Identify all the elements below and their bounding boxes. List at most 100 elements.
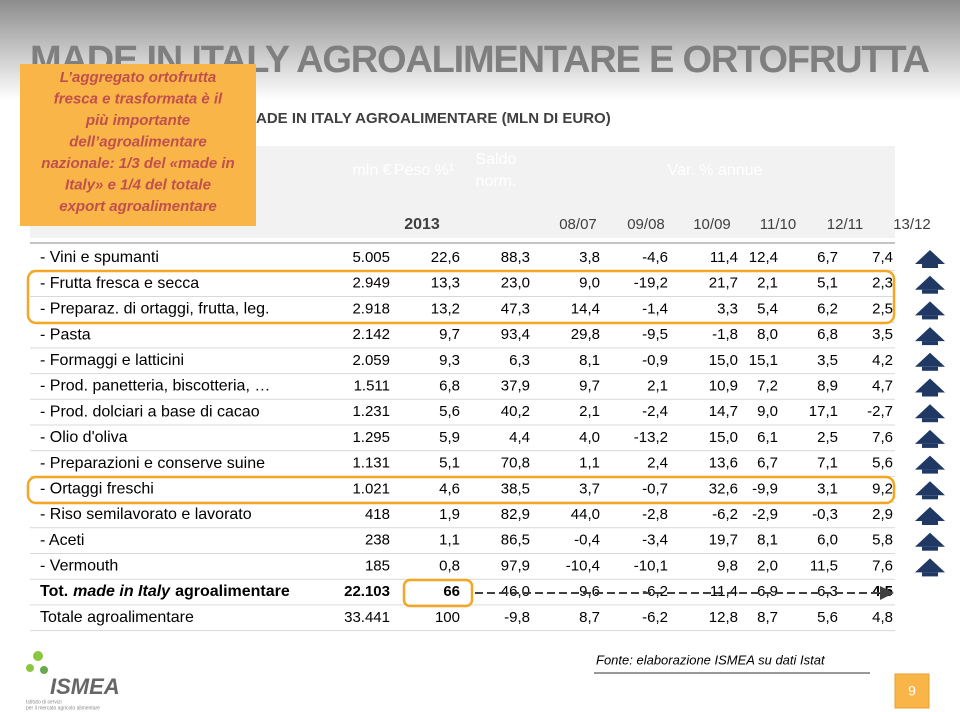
cell: 9,0 xyxy=(757,403,778,420)
cell: 15,1 xyxy=(749,352,778,369)
cell: 4,6 xyxy=(439,480,460,497)
cell: 3,5 xyxy=(817,352,838,369)
cell: 93,4 xyxy=(501,326,530,343)
cell: 0,8 xyxy=(439,557,460,574)
cell: 19,7 xyxy=(709,532,738,549)
cell: 1.021 xyxy=(352,480,390,497)
cell: 13,6 xyxy=(709,455,738,472)
row-label: - Ortaggi freschi xyxy=(40,481,154,498)
trend-icon xyxy=(922,495,938,500)
cell: 9,7 xyxy=(439,326,460,343)
row-label: - Pasta xyxy=(40,326,91,343)
cell: 21,7 xyxy=(709,275,738,292)
cell: 88,3 xyxy=(501,249,530,266)
cell: 2,5 xyxy=(817,429,838,446)
page-box xyxy=(894,673,930,709)
cell: 44,0 xyxy=(571,506,600,523)
cell: 9,6 xyxy=(579,583,600,600)
row-label: - Vini e spumanti xyxy=(40,249,159,266)
cell: 4,8 xyxy=(872,609,893,626)
cell: 33.441 xyxy=(344,609,390,626)
logo-sub: Istituto di servizi xyxy=(26,699,62,705)
cell: 5,4 xyxy=(757,300,778,317)
cell: 29,8 xyxy=(571,326,600,343)
year: 2013 xyxy=(404,216,440,233)
cell: 1,9 xyxy=(439,506,460,523)
cell: 6,3 xyxy=(817,583,838,600)
cell: 14,4 xyxy=(571,300,600,317)
cell: -19,2 xyxy=(634,275,668,292)
cell: 100 xyxy=(435,609,460,626)
cell: -6,2 xyxy=(712,506,738,523)
callout-line: dell’agroalimentare xyxy=(69,133,207,150)
callout-line: L’aggregato ortofrutta xyxy=(60,69,216,86)
cell: 5,6 xyxy=(872,455,893,472)
cell: 6,8 xyxy=(817,326,838,343)
row-label: - Frutta fresca e secca xyxy=(40,275,199,292)
cell: 5,6 xyxy=(817,609,838,626)
cell: 37,9 xyxy=(501,377,530,394)
cell: 2,1 xyxy=(757,275,778,292)
cell: 3,5 xyxy=(872,326,893,343)
col-header: Saldo norm. xyxy=(476,151,517,190)
cell: 1.131 xyxy=(352,455,390,472)
cell: 3,7 xyxy=(579,480,600,497)
cell: 6,8 xyxy=(439,377,460,394)
row-label: Totale agroalimentare xyxy=(40,609,194,626)
cell: 2,3 xyxy=(872,275,893,292)
cell: 15,0 xyxy=(709,429,738,446)
cell: 7,6 xyxy=(872,557,893,574)
cell: 1.511 xyxy=(354,377,390,394)
cell: -3,4 xyxy=(642,532,668,549)
cell: 6,7 xyxy=(817,249,838,266)
row-label-part: agroalimentare xyxy=(175,583,290,600)
cell: -2,8 xyxy=(642,506,668,523)
subtitle: ADE IN ITALY AGROALIMENTARE (MLN DI EURO… xyxy=(256,110,611,127)
cell: 70,8 xyxy=(501,455,530,472)
cell: 7,2 xyxy=(757,377,778,394)
cell: 2,9 xyxy=(872,506,893,523)
cell: 2,5 xyxy=(872,300,893,317)
cell: 1,1 xyxy=(439,532,460,549)
cell: 2,1 xyxy=(579,403,600,420)
trend-icon xyxy=(922,521,938,525)
cell: -0,7 xyxy=(642,480,668,497)
cell: -9,8 xyxy=(504,609,530,626)
cell: -1,4 xyxy=(642,300,668,317)
callout-line: nazionale: 1/3 del «made in xyxy=(41,155,234,172)
cell: 14,7 xyxy=(709,403,738,420)
logo-dots xyxy=(26,651,48,674)
cell: 2,1 xyxy=(647,377,668,394)
trend-icon xyxy=(915,275,945,290)
cell: 6,1 xyxy=(757,429,778,446)
trend-icon xyxy=(922,469,938,474)
cell: 1,1 xyxy=(579,455,600,472)
trend-icon xyxy=(915,301,945,316)
cell: 5,1 xyxy=(439,455,460,472)
cell: -10,4 xyxy=(566,557,600,574)
trend-icon xyxy=(915,378,945,393)
row-label: - Vermouth xyxy=(40,558,118,575)
trend-icon xyxy=(915,507,945,521)
cell: 13,3 xyxy=(431,275,460,292)
cell: 1.295 xyxy=(352,429,390,446)
trend-icon xyxy=(922,289,938,294)
cell: 9,3 xyxy=(439,352,460,369)
row-label: - Preparaz. di ortaggi, frutta, leg. xyxy=(40,301,269,318)
col-header: mln € xyxy=(352,162,391,179)
cell: -6,2 xyxy=(642,609,668,626)
cell: 10,9 xyxy=(709,377,738,394)
cell: 5.005 xyxy=(352,249,390,266)
callout-line: fresca e trasformata è il xyxy=(54,90,223,107)
cell: 22,6 xyxy=(431,249,460,266)
cell: 2.918 xyxy=(352,300,390,317)
cell: -0,4 xyxy=(574,532,600,549)
cell: 82,9 xyxy=(501,506,530,523)
cell: 11,4 xyxy=(710,583,738,600)
cell: -0,3 xyxy=(812,506,838,523)
trend-icon xyxy=(915,481,945,496)
cell: -9,5 xyxy=(642,326,668,343)
cell: 2.142 xyxy=(352,326,390,343)
cell: 5,9 xyxy=(439,429,460,446)
source: Fonte: elaborazione ISMEA su dati Istat xyxy=(596,652,826,667)
